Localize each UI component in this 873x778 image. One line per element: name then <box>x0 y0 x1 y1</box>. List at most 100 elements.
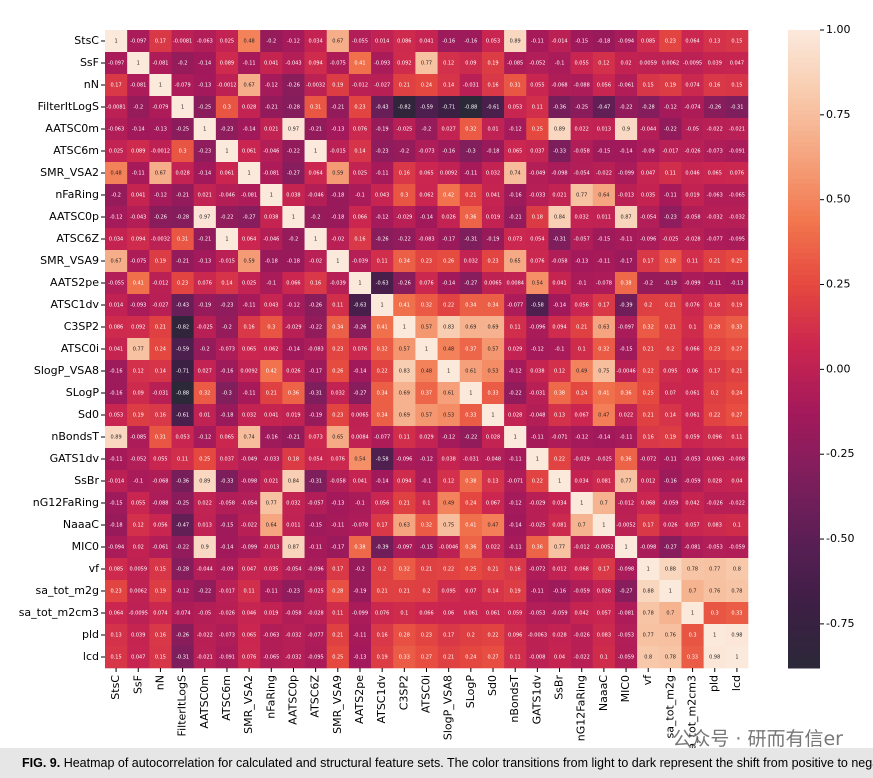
cell <box>238 536 261 559</box>
cell-label: 0.3 <box>179 149 187 155</box>
colorbar-segment <box>788 556 820 563</box>
cell-label: 0.06 <box>687 369 698 375</box>
cell-label: -0.046 <box>219 193 235 199</box>
cell <box>614 448 638 471</box>
cell-label: 0.2 <box>423 589 431 595</box>
cell <box>548 580 571 603</box>
cell-label: -0.15 <box>597 149 610 155</box>
cell <box>215 30 239 53</box>
cell <box>725 162 749 185</box>
cell <box>282 404 305 427</box>
cell <box>614 404 638 427</box>
cell <box>127 492 150 515</box>
cell <box>481 52 505 75</box>
cell-label: 0.094 <box>308 61 322 67</box>
cell-label: -0.057 <box>574 237 590 243</box>
cell-label: 0.15 <box>643 83 654 89</box>
cell-label: 0.11 <box>510 325 521 331</box>
cell <box>171 228 194 251</box>
cell-label: 1 <box>647 567 650 573</box>
cell <box>504 228 527 251</box>
cell-label: -0.0012 <box>151 149 170 155</box>
cell <box>105 140 128 163</box>
cell <box>481 162 505 185</box>
cell-label: 1 <box>425 347 428 353</box>
cell <box>570 646 594 669</box>
cell <box>393 162 416 185</box>
cell <box>570 228 594 251</box>
colorbar-segment <box>788 572 820 579</box>
cell <box>481 646 505 669</box>
cell-label: -0.05 <box>198 611 211 617</box>
cell-label: -0.14 <box>620 149 633 155</box>
cell-label: -0.33 <box>220 479 233 485</box>
cell-label: -0.0063 <box>528 633 547 639</box>
cell <box>127 184 150 207</box>
cell-label: 0.053 <box>109 413 123 419</box>
cell <box>127 118 150 141</box>
cell <box>348 206 372 229</box>
y-tick-label: vf <box>89 562 101 575</box>
colorbar-segment <box>788 61 820 68</box>
cell <box>481 228 505 251</box>
cell <box>149 294 172 317</box>
cell-label: 0.23 <box>177 281 188 287</box>
cell <box>548 206 571 229</box>
cell <box>725 118 749 141</box>
x-tick-label: nFaRing <box>264 675 277 719</box>
cell <box>149 206 172 229</box>
cell-label: -0.31 <box>553 237 566 243</box>
cell <box>725 646 749 669</box>
cell-label: -0.083 <box>418 237 434 243</box>
cell-label: -0.15 <box>597 237 610 243</box>
colorbar-segment <box>788 625 820 632</box>
cell-label: 1 <box>159 83 162 89</box>
cell <box>526 52 549 75</box>
cell-label: 0.17 <box>332 567 343 573</box>
cell-label: -0.23 <box>376 149 389 155</box>
cell-label: -0.02 <box>309 259 322 265</box>
cell-label: -0.13 <box>198 259 211 265</box>
cell <box>437 624 461 647</box>
cell-label: 0.055 <box>131 501 145 507</box>
cell <box>193 162 217 185</box>
cell <box>348 646 372 669</box>
cell-label: -0.19 <box>354 589 367 595</box>
cell-label: 0.076 <box>419 281 433 287</box>
cell <box>260 184 283 207</box>
cell <box>348 162 372 185</box>
cell-label: -0.094 <box>618 39 634 45</box>
cell <box>592 74 616 97</box>
cell <box>548 360 571 383</box>
cell-label: -0.16 <box>110 391 123 397</box>
cell <box>149 492 172 515</box>
cell <box>105 602 128 625</box>
cell-label: 0.037 <box>530 149 544 155</box>
cell <box>659 96 682 119</box>
cell <box>371 580 394 603</box>
cell <box>171 250 194 273</box>
colorbar-segment <box>788 178 820 185</box>
cell-label: 0.0092 <box>240 369 258 375</box>
cell-label: -0.058 <box>330 479 346 485</box>
cell <box>504 74 527 97</box>
cell-label: 0.11 <box>665 171 676 177</box>
cell <box>215 228 239 251</box>
cell <box>304 448 328 471</box>
cell <box>614 624 638 647</box>
y-tick-label: ATSC6m <box>53 144 99 157</box>
cell-label: 1 <box>447 369 450 375</box>
cell <box>681 646 704 669</box>
cell-label: -0.18 <box>487 149 500 155</box>
cell-label: -0.21 <box>309 127 322 133</box>
cell-label: -0.11 <box>509 457 522 463</box>
cell <box>393 646 416 669</box>
cell-label: 0.034 <box>575 479 589 485</box>
cell-label: -0.2 <box>399 149 409 155</box>
cell <box>260 162 283 185</box>
y-tick-label: AATSC0p <box>49 210 99 223</box>
cell-label: 0.23 <box>421 259 432 265</box>
cell-label: 1 <box>403 325 406 331</box>
cell-label: -0.055 <box>352 39 368 45</box>
cell <box>504 624 527 647</box>
